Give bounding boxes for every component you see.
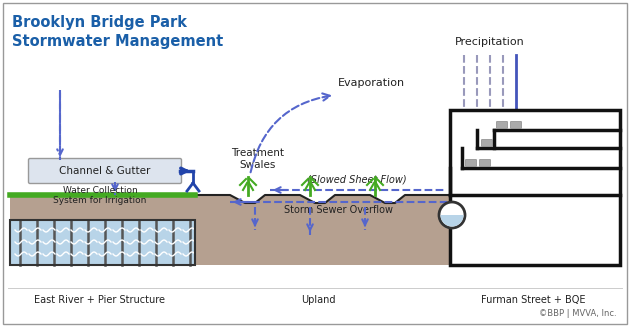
Bar xyxy=(10,220,195,265)
Text: Treatment
Swales: Treatment Swales xyxy=(231,148,285,170)
Circle shape xyxy=(439,202,465,228)
Bar xyxy=(450,110,620,265)
Text: Channel & Gutter: Channel & Gutter xyxy=(59,166,151,176)
Bar xyxy=(10,220,195,265)
Text: Evaporation: Evaporation xyxy=(338,78,405,88)
Text: Water Collection
System for Irrigation: Water Collection System for Irrigation xyxy=(54,186,147,205)
Text: Furman Street + BQE: Furman Street + BQE xyxy=(481,295,585,305)
FancyBboxPatch shape xyxy=(466,160,476,166)
Text: ©BBP | MVVA, Inc.: ©BBP | MVVA, Inc. xyxy=(539,309,617,318)
Text: Storm Sewer Overflow: Storm Sewer Overflow xyxy=(284,205,392,215)
FancyBboxPatch shape xyxy=(510,122,522,129)
Wedge shape xyxy=(440,215,464,227)
Text: Brooklyn Bridge Park
Stormwater Management: Brooklyn Bridge Park Stormwater Manageme… xyxy=(12,15,223,49)
Text: Upland: Upland xyxy=(301,295,335,305)
Text: East River + Pier Structure: East River + Pier Structure xyxy=(35,295,166,305)
FancyBboxPatch shape xyxy=(481,140,493,146)
Text: Precipitation: Precipitation xyxy=(455,37,525,47)
FancyBboxPatch shape xyxy=(479,160,491,166)
Polygon shape xyxy=(195,195,450,265)
Polygon shape xyxy=(10,195,195,265)
Text: (Slowed Sheet Flow): (Slowed Sheet Flow) xyxy=(307,175,407,185)
FancyArrowPatch shape xyxy=(251,94,330,172)
Text: Promenade: Promenade xyxy=(508,112,571,122)
FancyBboxPatch shape xyxy=(28,159,181,183)
FancyBboxPatch shape xyxy=(496,122,508,129)
